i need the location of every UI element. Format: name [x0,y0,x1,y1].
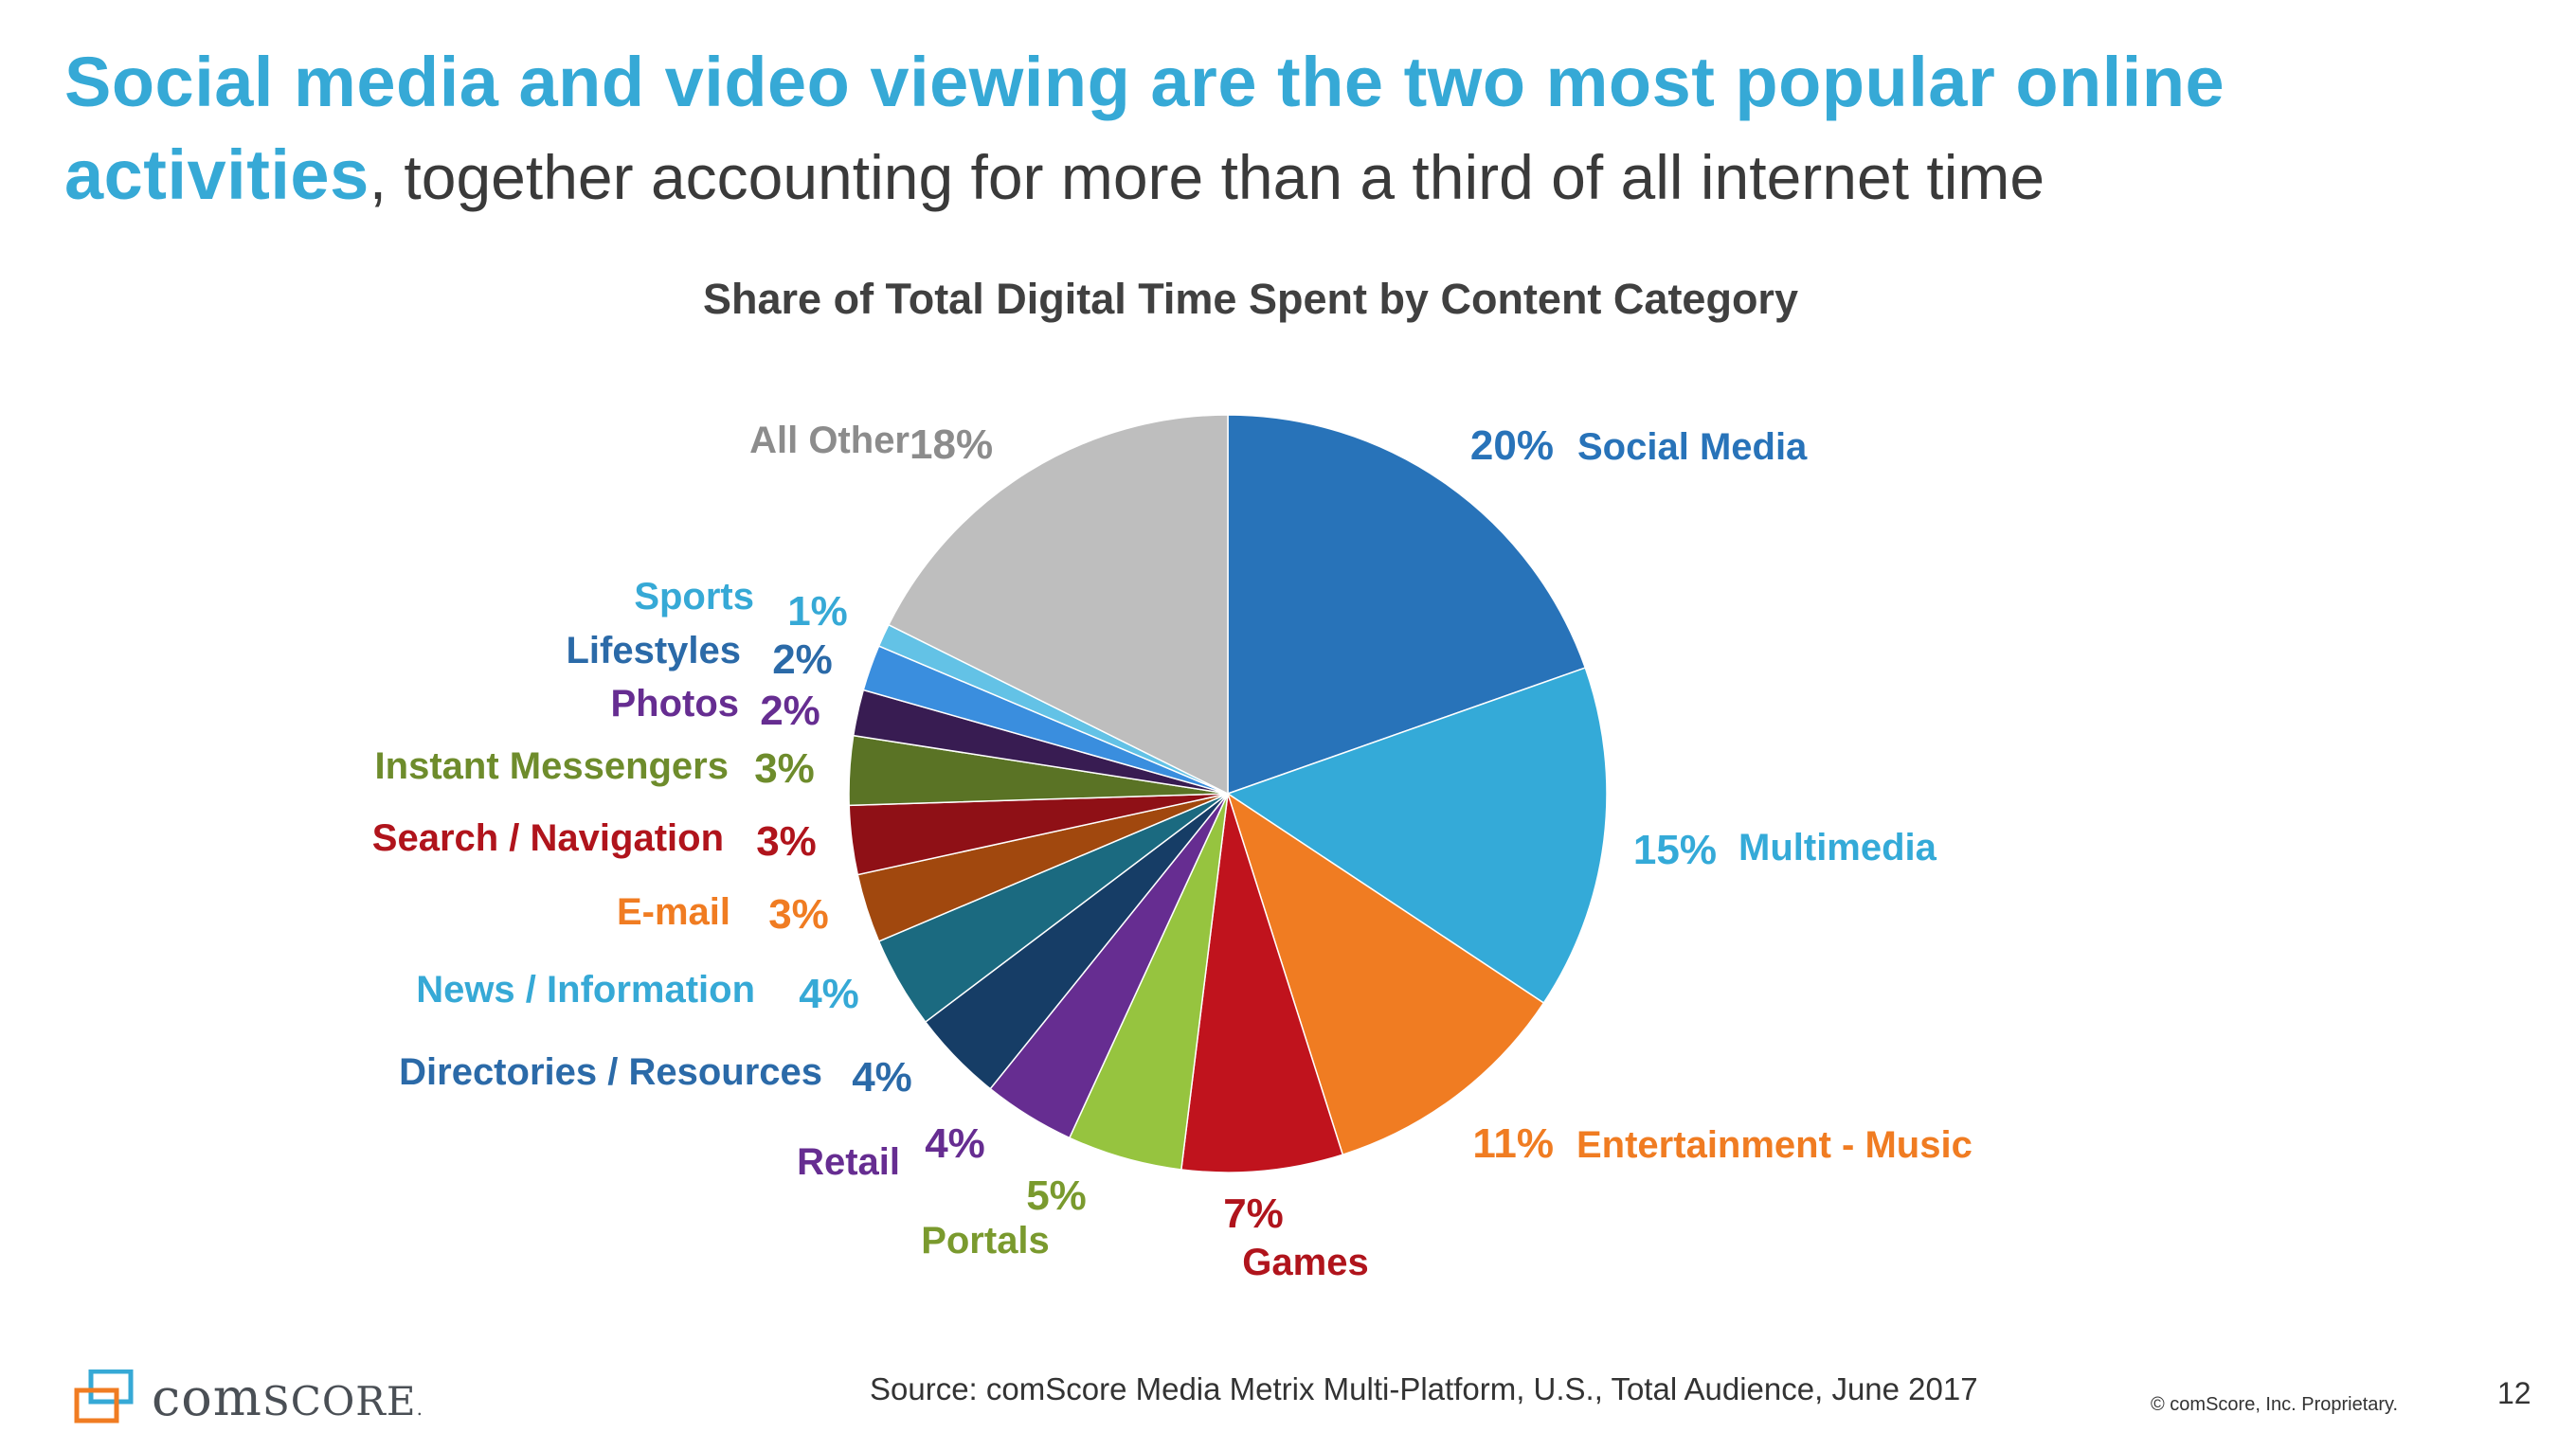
page-number: 12 [2497,1376,2531,1410]
headline-rest: , together accounting for more than a th… [369,141,2045,212]
slice-value-retail: 4% [925,1120,985,1167]
pie-slice-entertainment-music [1226,792,1545,1156]
slice-value-social-media: 20% [1470,422,1554,469]
pie-slice-multimedia [1226,667,1608,1004]
slice-value-portals: 5% [1026,1173,1087,1219]
slice-value-multimedia: 15% [1633,827,1717,873]
slice-label-all-other: All Other [749,420,910,461]
slice-label-games: Games [1242,1242,1368,1283]
slice-label-retail: Retail [797,1141,900,1183]
slice-label-social-media: Social Media [1577,426,1808,468]
slice-label-multimedia: Multimedia [1738,827,1937,868]
slice-value-photos: 2% [760,688,820,734]
headline-bold: Social media and video viewing are the t… [64,43,2225,214]
slice-label-photos: Photos [610,683,739,725]
slice-value-directories-resources: 4% [852,1054,912,1101]
source-note: Source: comScore Media Metrix Multi-Plat… [870,1371,1978,1406]
slice-value-e-mail: 3% [768,891,829,938]
slice-label-portals: Portals [921,1220,1050,1262]
headline: Social media and video viewing are the t… [64,36,2490,221]
pie-slice-games [1180,793,1344,1173]
comscore-logo-text: comSCORE. [152,1367,423,1427]
slice-value-games: 7% [1223,1190,1284,1237]
slice-value-all-other: 18% [910,421,993,468]
slice-label-lifestyles: Lifestyles [566,630,741,671]
slice-value-instant-messengers: 3% [754,745,815,792]
comscore-logo: comSCORE. [74,1366,423,1428]
pie-slice-all-other [887,414,1229,796]
slice-label-news-information: News / Information [416,969,755,1011]
slice-value-entertainment-music: 11% [1472,1120,1554,1167]
slice-label-entertainment-music: Entertainment - Music [1576,1124,1973,1166]
chart-title: Share of Total Digital Time Spent by Con… [703,275,1798,323]
slice-label-directories-resources: Directories / Resources [399,1051,822,1093]
slice-label-search-navigation: Search / Navigation [372,817,724,859]
slice-value-search-navigation: 3% [756,818,817,865]
slice-label-sports: Sports [634,576,754,618]
comscore-logo-icon [74,1369,134,1423]
slice-value-lifestyles: 2% [772,636,833,683]
slice-label-instant-messengers: Instant Messengers [375,745,729,787]
slice-label-e-mail: E-mail [617,891,730,933]
slice-value-sports: 1% [787,588,848,635]
copyright-note: © comScore, Inc. Proprietary. [2151,1394,2399,1415]
slice-value-news-information: 4% [799,971,859,1017]
